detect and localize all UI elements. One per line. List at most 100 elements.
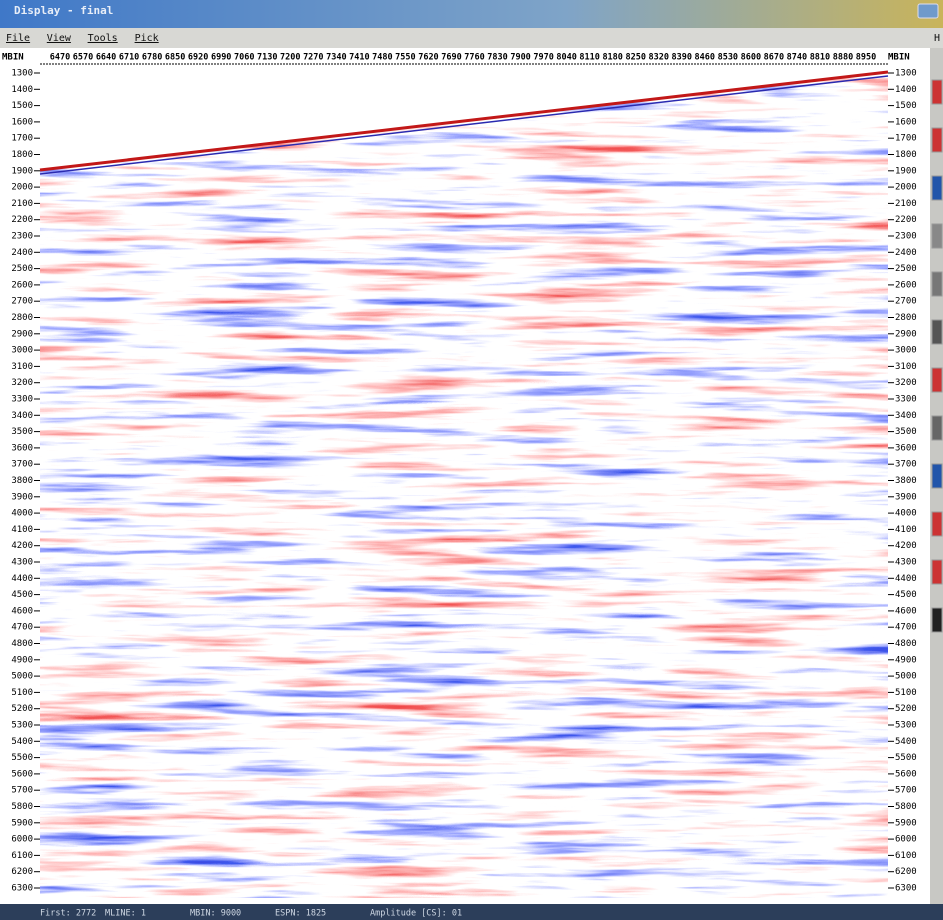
depth-tick-label-left: 2500 (11, 264, 33, 274)
depth-tick-label-left: 5100 (11, 688, 33, 698)
depth-tick-label-left: 2900 (11, 329, 33, 339)
bin-tick-label: 6640 (96, 53, 116, 63)
depth-tick-label-left: 3900 (11, 492, 33, 502)
depth-tick-label-left: 1400 (11, 85, 33, 95)
bin-tick-label: 8880 (833, 53, 853, 63)
tool-button[interactable] (931, 175, 943, 201)
depth-tick-label-left: 1300 (11, 69, 33, 79)
tool-button[interactable] (931, 79, 943, 105)
bin-tick-label: 8740 (787, 53, 807, 63)
depth-tick-label-right: 3400 (895, 411, 917, 421)
status-field: Amplitude [CS]: 01 (370, 909, 462, 919)
title-bar (0, 0, 943, 28)
depth-tick-label-right: 1500 (895, 101, 917, 111)
depth-tick-label-left: 4600 (11, 606, 33, 616)
depth-tick-label-right: 5400 (895, 737, 917, 747)
depth-tick-label-right: 2100 (895, 199, 917, 209)
tool-button[interactable] (931, 127, 943, 153)
tool-button[interactable] (931, 367, 943, 393)
top-axis-label-right: MBIN (888, 53, 910, 63)
bin-tick-label: 8250 (625, 53, 645, 63)
tool-button[interactable] (931, 415, 943, 441)
menu-item[interactable]: Pick (135, 33, 159, 44)
depth-tick-label-right: 1400 (895, 85, 917, 95)
depth-tick-label-right: 3100 (895, 362, 917, 372)
depth-tick-label-right: 1800 (895, 150, 917, 160)
minimize-button[interactable] (917, 3, 939, 19)
bin-tick-label: 6850 (165, 53, 185, 63)
tool-button[interactable] (931, 463, 943, 489)
bin-tick-label: 7970 (533, 53, 553, 63)
depth-tick-label-left: 2700 (11, 297, 33, 307)
depth-tick-label-right: 2500 (895, 264, 917, 274)
bin-tick-label: 7340 (326, 53, 346, 63)
depth-tick-label-right: 6000 (895, 835, 917, 845)
depth-tick-label-right: 4700 (895, 623, 917, 633)
depth-tick-label-right: 5900 (895, 818, 917, 828)
tool-button[interactable] (931, 223, 943, 249)
depth-tick-label-left: 6100 (11, 851, 33, 861)
bin-tick-label: 8040 (556, 53, 576, 63)
depth-tick-label-left: 4800 (11, 639, 33, 649)
tool-button[interactable] (931, 511, 943, 537)
bin-tick-label: 7130 (257, 53, 277, 63)
tool-button[interactable] (931, 271, 943, 297)
depth-tick-label-left: 4100 (11, 525, 33, 535)
depth-tick-label-left: 1800 (11, 150, 33, 160)
depth-tick-label-right: 5000 (895, 672, 917, 682)
depth-tick-label-left: 3600 (11, 443, 33, 453)
depth-tick-label-left: 5400 (11, 737, 33, 747)
top-axis-label-left: MBIN (2, 53, 24, 63)
depth-tick-label-left: 5000 (11, 672, 33, 682)
bin-tick-label: 8390 (672, 53, 692, 63)
status-bar (0, 904, 943, 920)
depth-tick-label-left: 3700 (11, 460, 33, 470)
depth-tick-label-left: 5200 (11, 704, 33, 714)
tool-button[interactable] (931, 559, 943, 585)
depth-tick-label-right: 5500 (895, 753, 917, 763)
depth-tick-label-left: 4500 (11, 590, 33, 600)
menu-item[interactable]: Tools (88, 33, 118, 44)
depth-tick-label-right: 2400 (895, 248, 917, 258)
depth-tick-label-right: 1900 (895, 166, 917, 176)
bin-tick-label: 7550 (395, 53, 415, 63)
status-field: MBIN: 9000 (190, 909, 241, 919)
depth-tick-label-right: 3700 (895, 460, 917, 470)
menu-item[interactable]: View (47, 33, 72, 44)
depth-tick-label-left: 3500 (11, 427, 33, 437)
depth-tick-label-left: 3400 (11, 411, 33, 421)
depth-tick-label-left: 3000 (11, 346, 33, 356)
depth-tick-label-left: 3300 (11, 395, 33, 405)
depth-tick-label-right: 1700 (895, 134, 917, 144)
depth-tick-label-left: 2400 (11, 248, 33, 258)
bin-tick-label: 6920 (188, 53, 208, 63)
status-field: MLINE: 1 (105, 909, 146, 919)
depth-tick-label-left: 5900 (11, 818, 33, 828)
window-title: Display - final (14, 4, 113, 17)
tool-button[interactable] (931, 607, 943, 633)
depth-tick-label-right: 4000 (895, 509, 917, 519)
depth-tick-label-right: 2700 (895, 297, 917, 307)
status-field: ESPN: 1825 (275, 909, 326, 919)
seismic-section (40, 64, 888, 898)
bin-tick-label: 6470 (50, 53, 70, 63)
help-menu[interactable]: H (934, 33, 940, 44)
water-column (40, 64, 888, 170)
depth-tick-label-left: 1900 (11, 166, 33, 176)
depth-tick-label-left: 4000 (11, 509, 33, 519)
bin-tick-label: 7200 (280, 53, 300, 63)
bin-tick-label: 7270 (303, 53, 323, 63)
depth-tick-label-left: 1600 (11, 117, 33, 127)
depth-tick-label-left: 2100 (11, 199, 33, 209)
depth-tick-label-left: 5300 (11, 721, 33, 731)
bin-tick-label: 8600 (741, 53, 761, 63)
depth-tick-label-right: 5300 (895, 721, 917, 731)
depth-tick-label-right: 4200 (895, 541, 917, 551)
depth-tick-label-left: 1700 (11, 134, 33, 144)
depth-tick-label-left: 2200 (11, 215, 33, 225)
menu-item[interactable]: File (6, 33, 30, 44)
tool-button[interactable] (931, 319, 943, 345)
depth-tick-label-left: 2300 (11, 232, 33, 242)
depth-tick-label-right: 4500 (895, 590, 917, 600)
